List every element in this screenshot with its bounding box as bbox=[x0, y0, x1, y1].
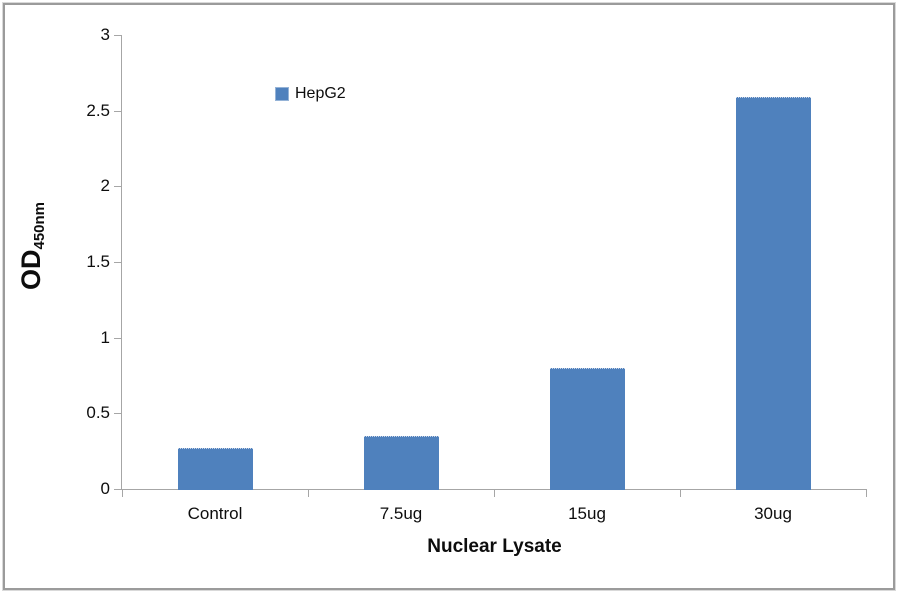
bar-30ug bbox=[736, 97, 811, 490]
x-axis-tick bbox=[494, 490, 495, 497]
y-axis-tick bbox=[114, 111, 121, 112]
y-axis-tick bbox=[114, 413, 121, 414]
y-axis-tick bbox=[114, 35, 121, 36]
x-axis-tick bbox=[308, 490, 309, 497]
x-axis-tick bbox=[122, 490, 123, 497]
y-axis-title-subscript: 450nm bbox=[31, 201, 48, 250]
y-axis-tick-label: 0 bbox=[100, 479, 110, 498]
x-axis-tick bbox=[866, 490, 867, 497]
y-axis-title-main: OD bbox=[16, 249, 46, 291]
x-axis-category-label: 15ug bbox=[568, 504, 606, 523]
y-axis-tick bbox=[114, 186, 121, 187]
x-axis-line bbox=[121, 489, 867, 490]
y-axis-tick-label: 1.5 bbox=[86, 252, 110, 271]
legend-marker-square bbox=[275, 87, 289, 101]
y-axis-tick-label: 3 bbox=[100, 25, 110, 44]
x-axis-category-label: 7.5ug bbox=[379, 504, 423, 523]
y-axis-tick-label: 0.5 bbox=[86, 403, 110, 422]
bar-15ug bbox=[550, 368, 625, 490]
y-axis-tick bbox=[114, 262, 121, 263]
y-axis-tick-label: 2.5 bbox=[86, 101, 110, 120]
bar-7.5ug bbox=[364, 436, 439, 490]
legend-series-label: HepG2 bbox=[295, 85, 346, 102]
x-axis-title: Nuclear Lysate bbox=[427, 536, 562, 557]
x-axis-category-label: 30ug bbox=[754, 504, 792, 523]
legend: HepG2 bbox=[275, 86, 346, 102]
y-axis-title: OD450nm bbox=[16, 126, 48, 366]
x-axis-category-label: Control bbox=[187, 504, 243, 523]
y-axis-tick-label: 1 bbox=[100, 328, 110, 347]
y-axis-line bbox=[121, 35, 122, 490]
y-axis-tick bbox=[114, 489, 121, 490]
bar-control bbox=[178, 448, 253, 490]
y-axis-tick bbox=[114, 338, 121, 339]
x-axis-tick bbox=[680, 490, 681, 497]
figure-border-frame bbox=[3, 3, 895, 590]
y-axis-tick-label: 2 bbox=[100, 176, 110, 195]
